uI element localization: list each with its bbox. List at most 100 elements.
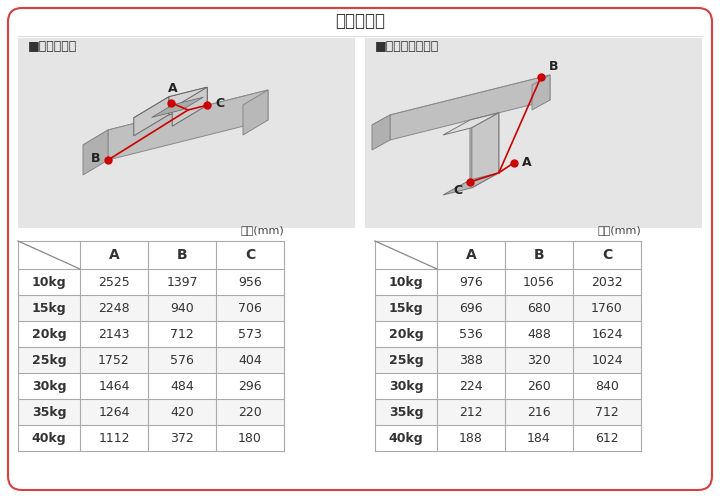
- Bar: [18, 295, 284, 321]
- Text: 188: 188: [459, 431, 483, 445]
- Text: 1760: 1760: [591, 301, 623, 315]
- Polygon shape: [83, 90, 268, 145]
- Text: 388: 388: [459, 354, 483, 367]
- Bar: [375, 373, 641, 399]
- Bar: [18, 399, 284, 425]
- Text: 10kg: 10kg: [389, 275, 423, 288]
- Bar: [18, 269, 284, 295]
- Text: B: B: [534, 248, 544, 262]
- Polygon shape: [472, 113, 499, 188]
- Text: 212: 212: [459, 405, 483, 418]
- Bar: [18, 373, 284, 399]
- Polygon shape: [243, 90, 268, 135]
- Text: 224: 224: [459, 379, 483, 392]
- Text: 260: 260: [527, 379, 551, 392]
- Polygon shape: [372, 115, 390, 150]
- Bar: [375, 269, 641, 295]
- Polygon shape: [168, 87, 207, 115]
- Text: 420: 420: [170, 405, 194, 418]
- Text: 216: 216: [527, 405, 551, 418]
- Text: 488: 488: [527, 328, 551, 341]
- Text: 1397: 1397: [166, 275, 198, 288]
- Text: 1056: 1056: [523, 275, 555, 288]
- Text: 25kg: 25kg: [32, 354, 66, 367]
- Text: A: A: [168, 82, 177, 95]
- Polygon shape: [443, 173, 499, 195]
- Text: 1112: 1112: [98, 431, 130, 445]
- Text: B: B: [91, 151, 100, 164]
- Text: 372: 372: [170, 431, 194, 445]
- Text: A: A: [466, 248, 477, 262]
- Text: 696: 696: [459, 301, 483, 315]
- Polygon shape: [532, 75, 550, 110]
- Text: 15kg: 15kg: [389, 301, 423, 315]
- Polygon shape: [470, 113, 499, 180]
- Text: ■水平使用时: ■水平使用时: [28, 39, 77, 52]
- Text: 712: 712: [595, 405, 619, 418]
- Text: 单位(mm): 单位(mm): [240, 225, 284, 235]
- Bar: [18, 321, 284, 347]
- Text: 20kg: 20kg: [32, 328, 66, 341]
- Text: 40kg: 40kg: [32, 431, 66, 445]
- Text: 2525: 2525: [98, 275, 130, 288]
- Text: ■墙面安装使用时: ■墙面安装使用时: [375, 39, 439, 52]
- Bar: [375, 241, 641, 269]
- Text: 1752: 1752: [98, 354, 130, 367]
- Text: 15kg: 15kg: [32, 301, 66, 315]
- Text: 576: 576: [170, 354, 194, 367]
- Polygon shape: [172, 87, 207, 126]
- Polygon shape: [134, 87, 207, 118]
- Text: 10kg: 10kg: [32, 275, 66, 288]
- Text: 2248: 2248: [98, 301, 130, 315]
- Text: 706: 706: [238, 301, 262, 315]
- Text: 2143: 2143: [98, 328, 130, 341]
- Bar: [375, 347, 641, 373]
- Text: 允许突出量: 允许突出量: [335, 12, 385, 30]
- Polygon shape: [134, 97, 168, 136]
- Bar: [18, 38, 355, 228]
- Text: 184: 184: [527, 431, 551, 445]
- Text: A: A: [109, 248, 120, 262]
- Text: 840: 840: [595, 379, 619, 392]
- Text: 536: 536: [459, 328, 483, 341]
- Text: 404: 404: [238, 354, 262, 367]
- Text: 25kg: 25kg: [389, 354, 423, 367]
- Bar: [375, 399, 641, 425]
- Text: 976: 976: [459, 275, 483, 288]
- Text: B: B: [549, 60, 559, 73]
- Text: 40kg: 40kg: [389, 431, 423, 445]
- Text: 712: 712: [170, 328, 194, 341]
- Bar: [18, 425, 284, 451]
- Text: 573: 573: [238, 328, 262, 341]
- Text: 220: 220: [238, 405, 262, 418]
- Text: 30kg: 30kg: [389, 379, 423, 392]
- Text: 2032: 2032: [591, 275, 623, 288]
- Bar: [375, 425, 641, 451]
- Text: 1264: 1264: [98, 405, 130, 418]
- Text: 30kg: 30kg: [32, 379, 66, 392]
- Polygon shape: [390, 75, 550, 140]
- Text: 180: 180: [238, 431, 262, 445]
- Text: B: B: [176, 248, 187, 262]
- Text: 1464: 1464: [98, 379, 130, 392]
- Polygon shape: [443, 113, 499, 135]
- Bar: [375, 295, 641, 321]
- Text: 484: 484: [170, 379, 194, 392]
- Text: 35kg: 35kg: [32, 405, 66, 418]
- Text: C: C: [602, 248, 612, 262]
- Text: 940: 940: [170, 301, 194, 315]
- Text: 1624: 1624: [591, 328, 623, 341]
- Text: 单位(mm): 单位(mm): [598, 225, 641, 235]
- Text: C: C: [215, 97, 225, 110]
- Polygon shape: [108, 90, 268, 160]
- Text: 35kg: 35kg: [389, 405, 423, 418]
- Text: C: C: [245, 248, 255, 262]
- Text: 296: 296: [238, 379, 262, 392]
- Polygon shape: [83, 130, 108, 175]
- Bar: [18, 241, 284, 269]
- Text: 680: 680: [527, 301, 551, 315]
- Polygon shape: [372, 75, 550, 125]
- Text: A: A: [522, 156, 531, 169]
- Text: 956: 956: [238, 275, 262, 288]
- Text: 20kg: 20kg: [389, 328, 423, 341]
